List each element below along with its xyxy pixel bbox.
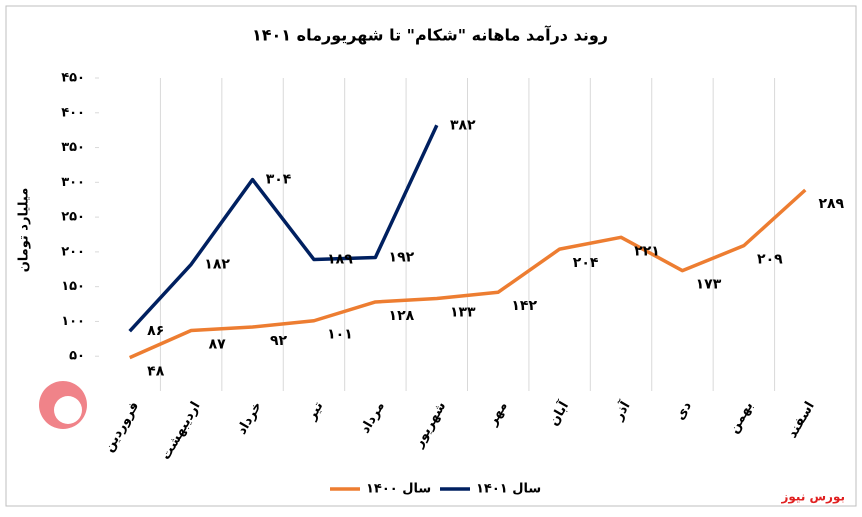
- data-label: ۲۸۹: [818, 196, 844, 212]
- y-tick-label: ۴۰۰: [61, 105, 85, 120]
- data-label: ۱۸۹: [327, 252, 353, 268]
- y-tick-label: ۲۵۰: [61, 210, 85, 225]
- series-line: [128, 124, 439, 333]
- logo: [39, 381, 87, 429]
- data-label: ۸۷: [209, 336, 227, 352]
- y-tick-label: ۱۵۰: [61, 279, 85, 294]
- data-label: ۳۰۴: [266, 172, 292, 188]
- source: بورس نیوز: [780, 490, 845, 505]
- data-label: ۱۲۸: [389, 308, 415, 324]
- data-label: ۱۹۲: [389, 249, 415, 265]
- data-label: ۴۸: [147, 364, 165, 380]
- data-label: ۱۸۲: [204, 256, 230, 272]
- series-line: [129, 188, 807, 360]
- chart-title: روند درآمد ماهانه "شکام" تا شهریورماه ۱۴…: [252, 25, 608, 45]
- data-label: ۱۷۳: [696, 277, 722, 293]
- data-label: ۳۸۲: [450, 117, 476, 133]
- y-tick-label: ۱۰۰: [61, 314, 85, 329]
- y-tick-label: ۳۵۰: [61, 140, 85, 155]
- data-label: ۹۲: [270, 333, 288, 349]
- y-axis-label: میلیارد تومان: [17, 188, 32, 273]
- data-label: ۱۰۱: [327, 327, 353, 343]
- data-label: ۲۰۹: [757, 252, 783, 268]
- y-tick-label: ۴۵۰: [61, 71, 85, 86]
- data-label: ۲۰۴: [573, 255, 599, 271]
- y-tick-label: ۳۰۰: [61, 175, 85, 190]
- y-tick-label: ۲۰۰: [61, 244, 85, 259]
- y-tick-label: ۵۰: [69, 349, 85, 364]
- data-label: ۱۴۲: [511, 298, 537, 314]
- legend-label: سال ۱۴۰۱: [476, 482, 541, 497]
- data-label: ۸۶: [147, 323, 164, 339]
- legend-label: سال ۱۴۰۰: [366, 482, 431, 497]
- data-label: ۲۲۱: [634, 243, 660, 259]
- data-label: ۱۳۳: [450, 304, 476, 320]
